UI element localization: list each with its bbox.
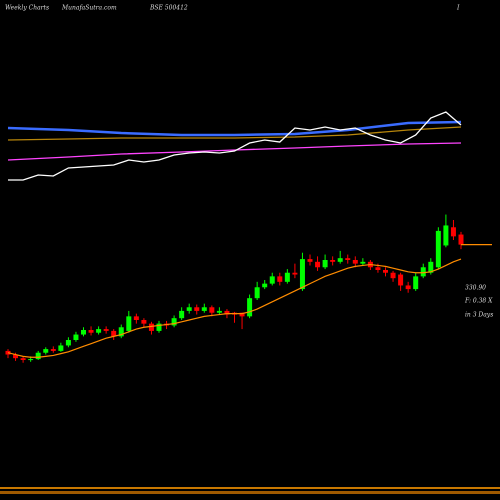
indicator-line: [7, 120, 462, 137]
candle-body: [277, 276, 283, 282]
candle-body: [103, 329, 109, 331]
candle-body: [352, 260, 358, 264]
candle-body: [383, 270, 388, 273]
indicator-line: [8, 111, 462, 181]
candle-body: [435, 230, 441, 268]
candle-body: [73, 334, 79, 340]
candle-body: [330, 260, 336, 262]
candle-body: [43, 349, 49, 353]
candle-body: [458, 234, 464, 245]
candle-body: [111, 330, 117, 337]
bottom-band: [0, 491, 500, 494]
candle-body: [179, 310, 185, 319]
candle-body: [224, 310, 230, 315]
candle-body: [118, 327, 124, 337]
candle-body: [58, 345, 64, 351]
candle-body: [413, 276, 419, 290]
candle-body: [337, 258, 343, 262]
candle-body: [269, 276, 275, 284]
candle-body: [186, 307, 192, 311]
candle-body: [13, 354, 19, 359]
moving-average: [7, 258, 462, 358]
candle-body: [322, 260, 328, 268]
candle-body: [254, 287, 260, 299]
candle-body: [50, 349, 56, 351]
candle-body: [375, 267, 381, 270]
forecast: F: 0.38 X: [464, 298, 493, 305]
candle-body: [20, 358, 26, 360]
candle-body: [345, 258, 351, 260]
candle-body: [428, 261, 434, 273]
candle-body: [141, 320, 147, 324]
symbol: BSE 500412: [149, 5, 188, 12]
candle-body: [443, 225, 449, 246]
header-mark: I: [456, 5, 460, 12]
candle-body: [239, 312, 245, 317]
candle-body: [390, 272, 396, 279]
candle-body: [171, 318, 177, 326]
candle-body: [284, 272, 290, 282]
candle-body: [126, 316, 132, 331]
candle-body: [247, 298, 253, 317]
candle-body: [35, 352, 41, 360]
candle-body: [307, 259, 313, 262]
candle-body: [420, 267, 426, 277]
candle-body: [398, 274, 404, 286]
candle-body: [262, 283, 268, 288]
candle-body: [299, 259, 305, 290]
candle-body: [315, 261, 321, 268]
site-name: MunafaSutra.com: [61, 5, 117, 12]
bottom-band: [0, 487, 500, 489]
candle-body: [360, 261, 366, 264]
indicator-line: [7, 142, 462, 161]
candle-body: [201, 307, 207, 311]
candle-body: [148, 323, 154, 331]
indicator-line: [7, 126, 462, 141]
candle-body: [81, 330, 86, 335]
candle-body: [209, 307, 215, 313]
candle-body: [216, 310, 222, 313]
candle-body: [292, 272, 298, 275]
last-price: 330.90: [465, 285, 486, 292]
forecast-horizon: in 3 Days: [465, 312, 493, 319]
candle-body: [88, 330, 94, 333]
candle-body: [96, 329, 102, 333]
candle-body: [405, 285, 411, 290]
candle-body: [450, 227, 456, 237]
chart-label: Weekly Charts: [5, 5, 49, 12]
candle-body: [5, 350, 11, 355]
candle-body: [194, 307, 200, 311]
candle-body: [65, 340, 71, 346]
candle-body: [156, 323, 162, 331]
candle-body: [28, 359, 34, 361]
candle-body: [133, 316, 139, 320]
